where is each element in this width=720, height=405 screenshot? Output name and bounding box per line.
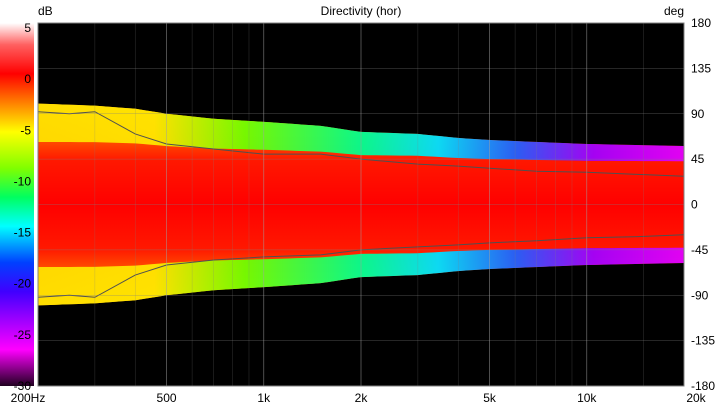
colorbar-gradient [0,23,34,386]
y-tick-label-right: -180 [691,379,715,393]
y-tick-label-right: 0 [691,198,698,212]
x-tick-label: 20k [686,391,706,405]
y-tick-label-right: 135 [691,61,711,75]
contour-line-upper [38,111,684,177]
colorbar-tick-label: -25 [14,328,32,342]
x-tick-label: 10k [577,391,597,405]
chart-title: Directivity (hor) [321,4,402,18]
left-unit-label: dB [38,4,53,18]
colorbar-tick-label: 0 [24,72,31,86]
axes: 180 135 90 45 0 -45 -90 -135 -180 5 0 -5 -10 -15 -20 -2… [11,16,716,405]
right-unit-label: deg [664,4,684,18]
y-tick-label-right: -45 [691,243,709,257]
colorbar-tick-label: -20 [14,277,32,291]
colorbar-tick-label: 5 [24,21,31,35]
x-tick-label: 2k [355,391,369,405]
y-tick-label-right: -90 [691,288,709,302]
colorbar-tick-label: -30 [14,379,32,393]
y-tick-label-right: 180 [691,16,711,30]
x-tick-label: 1k [257,391,271,405]
y-tick-label-right: -135 [691,334,715,348]
colorbar [0,23,34,386]
y-tick-label-right: 90 [691,107,705,121]
x-tick-label: 5k [483,391,497,405]
colorbar-tick-label: -10 [14,174,32,188]
x-tick-label: 500 [157,391,177,405]
colorbar-tick-label: -15 [14,226,32,240]
y-tick-label-right: 45 [691,152,705,166]
x-tick-label: 200Hz [11,391,46,405]
plot-frame [37,22,685,387]
colorbar-tick-label: -5 [20,123,31,137]
contour-line-lower [38,234,684,298]
